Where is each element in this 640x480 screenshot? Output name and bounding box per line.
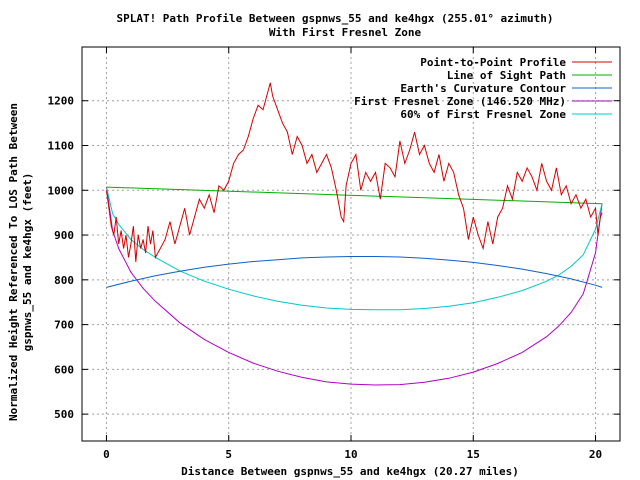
y-tick-label: 1100 [48,140,75,153]
y-tick-label: 800 [54,274,74,287]
y-tick-label: 600 [54,363,74,376]
series-line [106,186,603,311]
grid-lines [82,47,620,441]
chart-subtitle: With First Fresnel Zone [269,26,422,39]
legend-label: First Fresnel Zone (146.520 MHz) [354,95,566,108]
axis-ticks: 0 5 10 15 20 500 600 700 800 900 1000 1100 1200 [48,47,620,461]
legend-label: Line of Sight Path [447,69,566,82]
x-axis-label: Distance Between gspnws_55 and ke4hgx (2… [181,465,519,478]
legend-label: Earth's Curvature Contour [400,82,566,95]
x-tick-label: 0 [103,448,110,461]
series-line [106,187,603,386]
series-line [106,82,603,262]
series-line [106,256,603,288]
y-tick-label: 900 [54,229,74,242]
x-tick-label: 15 [467,448,480,461]
y-axis-label-line1: Normalized Height Referenced To LOS Path… [7,103,20,421]
y-axis-label-line2: gspnws_55 and ke4hgx (feet) [21,173,34,352]
y-tick-label: 500 [54,408,74,421]
y-tick-label: 1200 [48,95,75,108]
legend-label: Point-to-Point Profile [420,56,566,69]
series-line [106,186,603,205]
x-tick-label: 10 [344,448,357,461]
y-tick-label: 700 [54,319,74,332]
chart-title: SPLAT! Path Profile Between gspnws_55 an… [116,12,553,25]
plot-frame [81,46,621,442]
series-lines [106,82,603,386]
y-tick-label: 1000 [48,184,75,197]
x-tick-label: 5 [225,448,232,461]
x-tick-label: 20 [589,448,602,461]
legend-label: 60% of First Fresnel Zone [400,108,566,121]
